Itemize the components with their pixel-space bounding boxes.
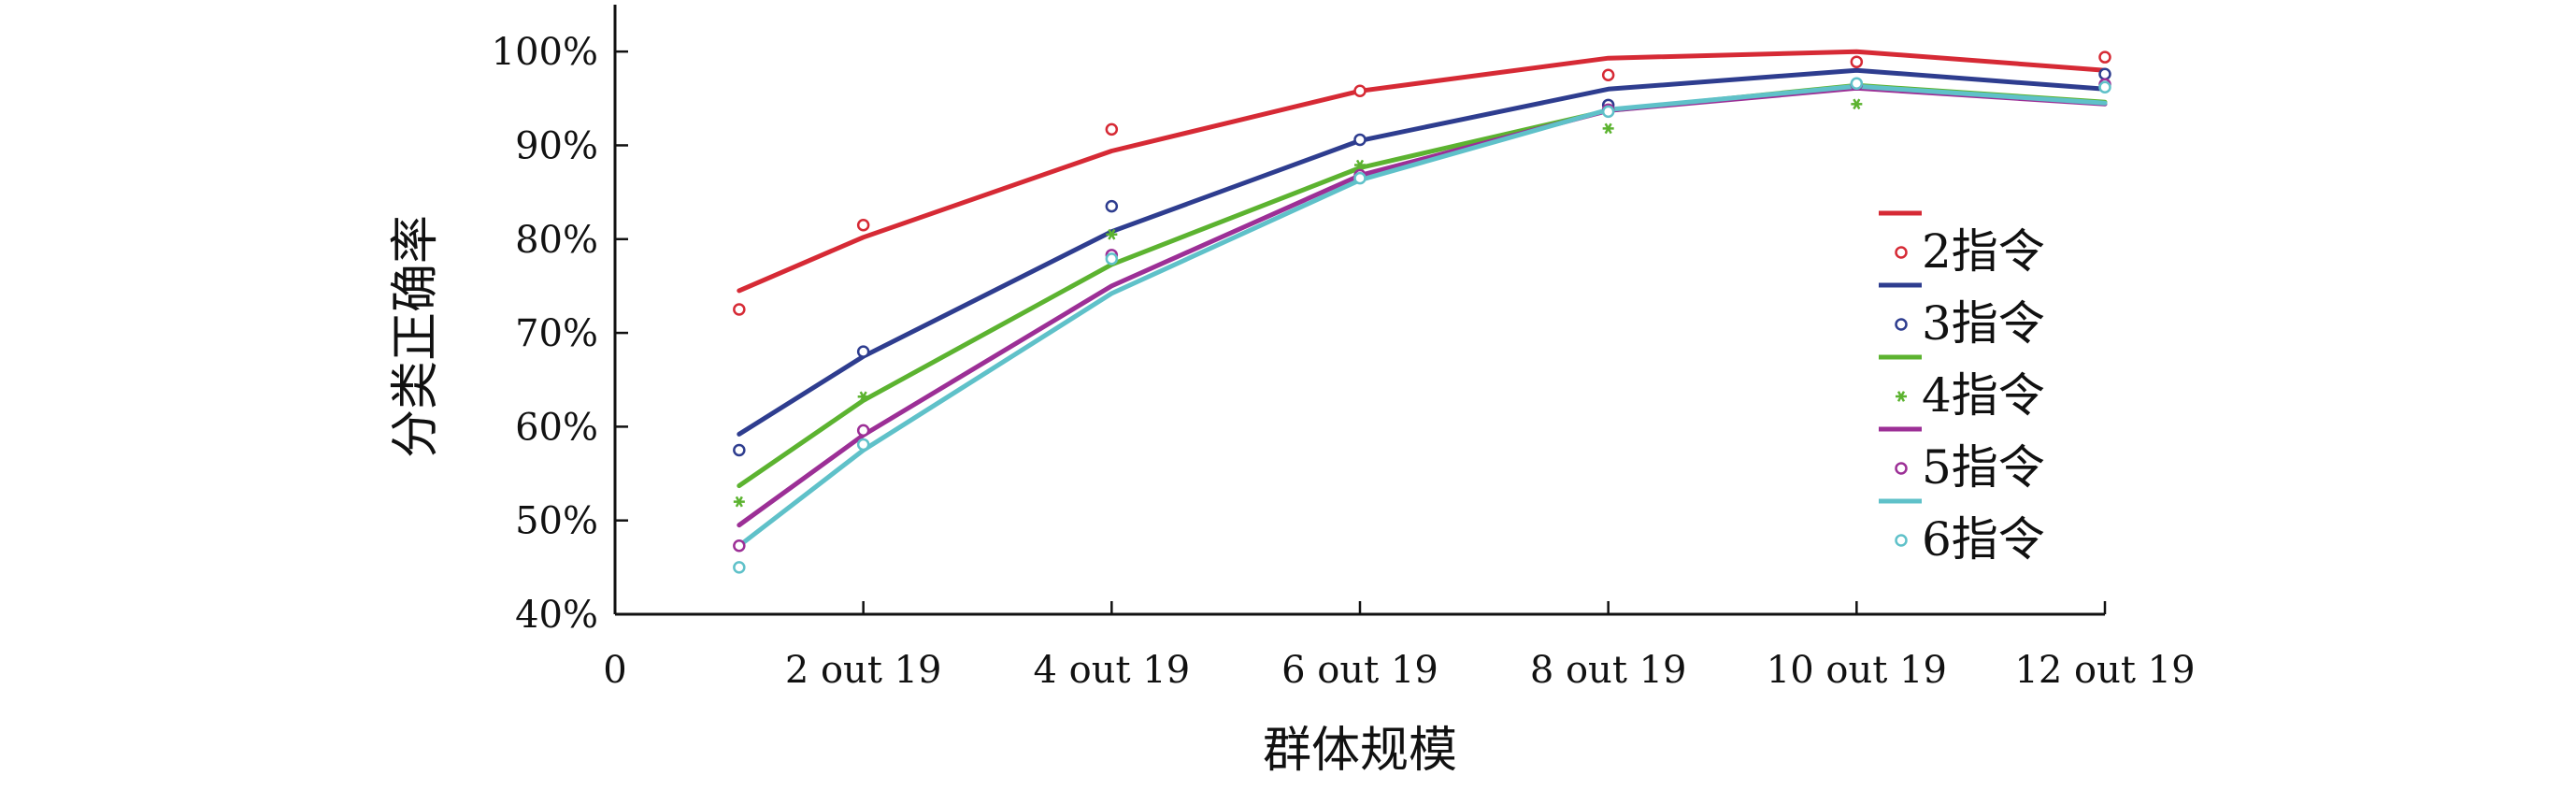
data-point (1601, 105, 1615, 119)
data-point (1105, 199, 1119, 213)
legend-label: 4指令 (1922, 368, 2045, 423)
y-tick-label: 40% (515, 594, 598, 637)
data-point (733, 303, 746, 316)
data-point (1106, 228, 1118, 240)
x-tick-label: 8 out 19 (1530, 649, 1687, 692)
y-tick-label: 70% (515, 312, 598, 355)
data-point (1105, 252, 1119, 266)
data-point (1850, 77, 1864, 91)
data-point (1353, 133, 1367, 147)
data-point (1105, 122, 1119, 136)
data-point (2098, 80, 2111, 94)
data-point (1353, 171, 1367, 185)
x-tick-label: 4 out 19 (1033, 649, 1190, 692)
data-point (856, 345, 870, 358)
data-point (733, 561, 746, 574)
legend-label: 5指令 (1922, 440, 2045, 495)
legend-label: 6指令 (1922, 512, 2045, 567)
y-tick-label: 60% (515, 406, 598, 449)
y-tick-label: 50% (515, 500, 598, 543)
data-point (2098, 67, 2111, 80)
y-tick-label: 100% (492, 31, 598, 74)
data-point (1353, 84, 1367, 98)
x-tick-label: 10 out 19 (1767, 649, 1947, 692)
legend-marker-swatch (1895, 246, 1908, 259)
data-point (2098, 50, 2111, 64)
data-point (733, 496, 745, 508)
axes: 40% 50% 60% 70% 80% 90% 100% 0 2 out 19 4 out 19 6… (492, 5, 2196, 692)
series-points (733, 50, 2111, 574)
data-point (1354, 159, 1366, 171)
y-axis-title: 分类正确率 (388, 215, 444, 458)
legend-marker-swatch (1895, 318, 1908, 331)
legend-marker-swatch (1895, 462, 1908, 475)
x-tick-label: 0 (603, 649, 626, 692)
data-point (857, 391, 869, 403)
legend-label: 2指令 (1922, 224, 2045, 279)
data-point (733, 539, 746, 553)
x-tick-label: 12 out 19 (2014, 649, 2195, 692)
x-tick-label: 6 out 19 (1281, 649, 1438, 692)
x-tick-label: 2 out 19 (785, 649, 942, 692)
legend-label: 3指令 (1922, 296, 2045, 351)
data-point (1850, 55, 1864, 68)
legend-marker-swatch (1896, 391, 1907, 402)
data-point (1851, 98, 1863, 110)
data-point (733, 443, 746, 457)
legend-marker-swatch (1895, 534, 1908, 547)
data-point (856, 424, 870, 438)
y-tick-label: 90% (515, 124, 598, 167)
data-point (1601, 68, 1615, 81)
data-point (856, 218, 870, 232)
data-point (1602, 122, 1614, 135)
x-axis-title: 群体规模 (1263, 723, 1457, 779)
legend: 2指令 3指令 4指令 5指令 6指令 (1879, 210, 2045, 567)
y-tick-label: 80% (515, 219, 598, 262)
data-point (856, 438, 870, 452)
